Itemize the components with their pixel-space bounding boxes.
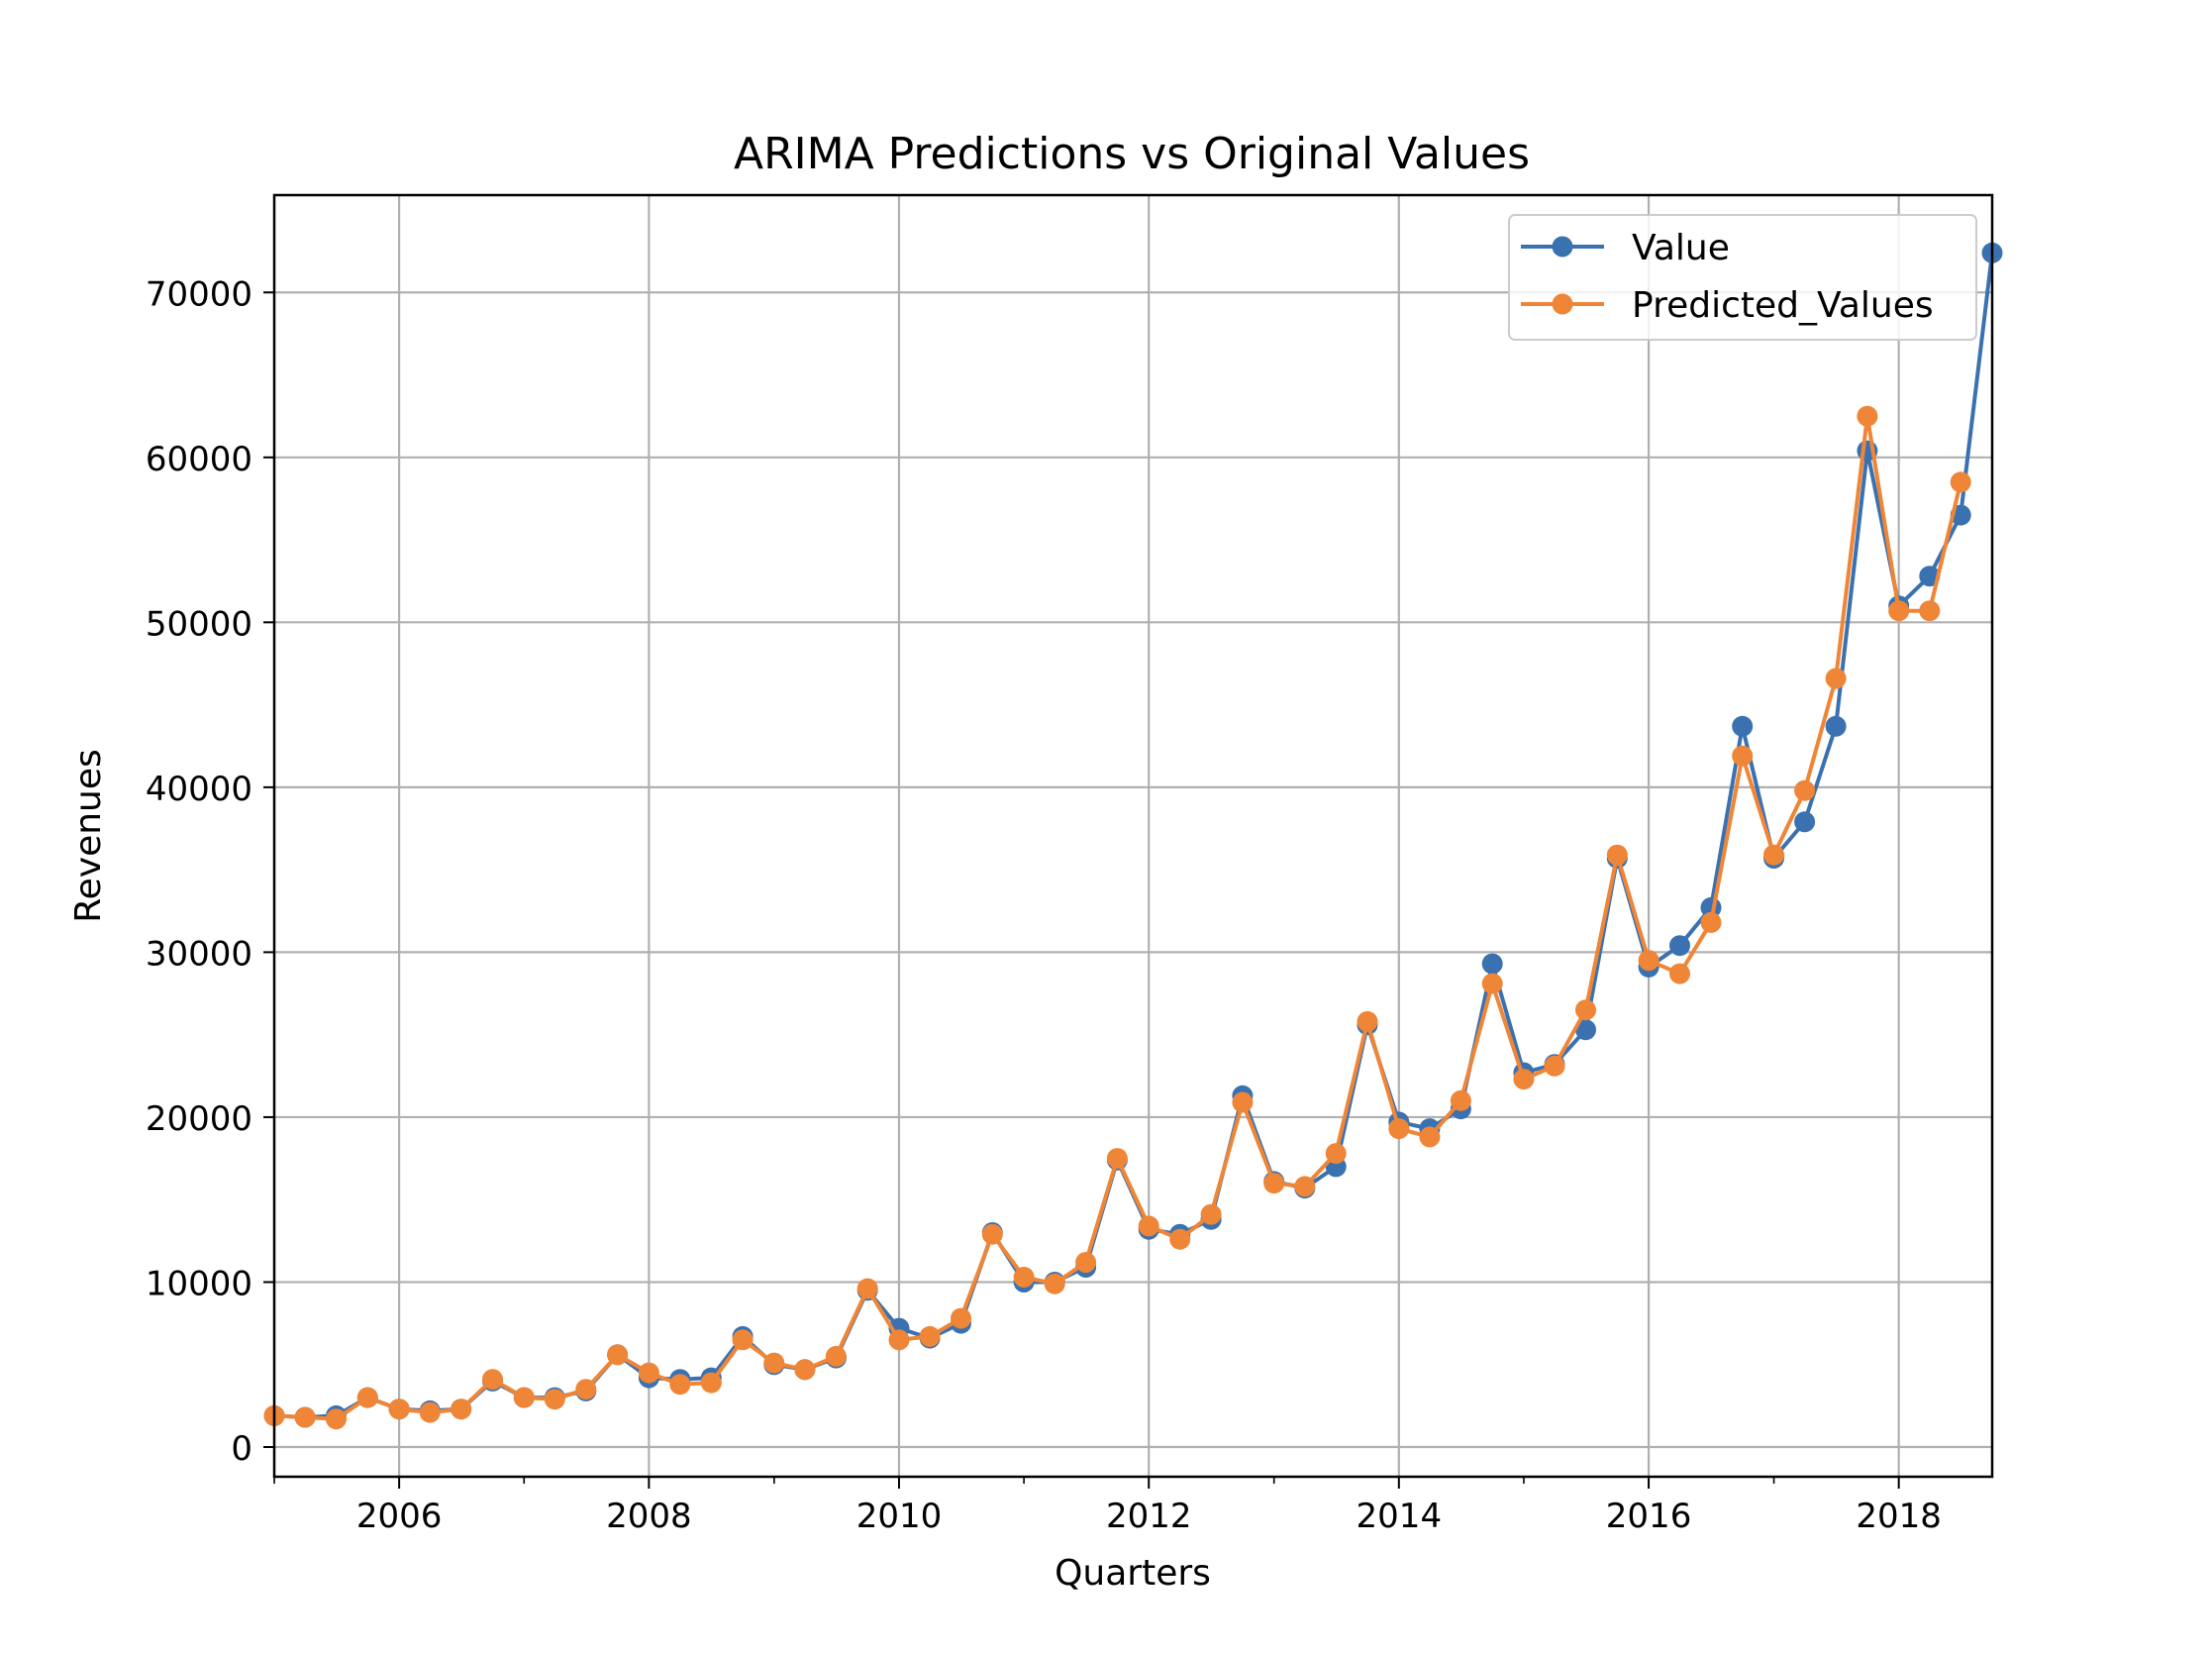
data-point	[669, 1374, 691, 1396]
data-point	[1169, 1228, 1191, 1250]
data-point	[1638, 950, 1659, 972]
data-point	[825, 1345, 847, 1367]
data-point	[1044, 1273, 1065, 1294]
data-point	[1263, 1173, 1285, 1194]
data-point	[856, 1278, 878, 1299]
y-tick-label: 30000	[146, 934, 252, 974]
data-point	[1106, 1148, 1128, 1170]
data-point	[981, 1223, 1003, 1245]
series-layer	[263, 242, 2003, 1430]
data-point	[356, 1387, 378, 1408]
data-point	[1513, 1069, 1535, 1090]
data-point	[732, 1329, 754, 1351]
data-point	[1294, 1176, 1316, 1197]
data-point	[1232, 1091, 1254, 1113]
data-point	[1732, 745, 1754, 767]
data-point	[1763, 844, 1784, 866]
data-point	[1700, 911, 1722, 933]
data-point	[1575, 999, 1596, 1021]
data-point	[513, 1387, 535, 1408]
y-tick-label: 50000	[146, 604, 252, 644]
x-tick-label: 2010	[856, 1497, 943, 1536]
legend-swatch-marker	[1552, 236, 1573, 258]
data-point	[575, 1379, 597, 1400]
data-point	[919, 1325, 941, 1347]
data-point	[1481, 953, 1503, 975]
legend-label: Value	[1632, 228, 1730, 268]
data-point	[1544, 1055, 1565, 1077]
legend-swatch-marker	[1552, 293, 1573, 315]
data-point	[1013, 1267, 1035, 1288]
x-axis-label: Quarters	[1055, 1553, 1211, 1594]
data-point	[1669, 963, 1690, 984]
data-point	[451, 1398, 472, 1420]
data-point	[1138, 1215, 1159, 1237]
data-point	[1450, 1089, 1471, 1111]
x-tick-label: 2006	[356, 1497, 443, 1536]
legend: Value Predicted_Values	[1508, 214, 1977, 341]
chart-title: ARIMA Predictions vs Original Values	[734, 129, 1530, 179]
x-tick-label: 2008	[606, 1497, 692, 1536]
data-point	[794, 1359, 816, 1381]
data-point	[544, 1389, 565, 1410]
y-tick-label: 0	[231, 1429, 252, 1469]
data-point	[1825, 668, 1847, 689]
data-point	[1388, 1118, 1410, 1140]
y-tick-label: 60000	[146, 440, 252, 479]
x-tick-label: 2016	[1606, 1497, 1692, 1536]
data-point	[1325, 1143, 1347, 1165]
data-point	[1888, 600, 1910, 622]
data-point	[482, 1369, 503, 1391]
y-tick-label: 10000	[146, 1264, 252, 1303]
y-axis-label: Revenues	[68, 749, 109, 923]
y-tick-label: 70000	[146, 274, 252, 314]
data-point	[607, 1344, 629, 1366]
data-point	[1200, 1203, 1222, 1225]
data-point	[888, 1329, 910, 1351]
legend-box	[1508, 214, 1977, 341]
y-tick-label: 20000	[146, 1099, 252, 1139]
data-point	[1794, 811, 1816, 833]
data-point	[1857, 405, 1878, 427]
data-point	[1669, 935, 1690, 957]
data-point	[294, 1406, 316, 1428]
x-tick-label: 2018	[1856, 1497, 1942, 1536]
data-point	[1825, 715, 1847, 737]
data-point	[1732, 715, 1754, 737]
data-point	[638, 1362, 659, 1384]
data-point	[951, 1307, 971, 1329]
data-point	[419, 1401, 441, 1423]
x-tick-label: 2012	[1106, 1497, 1192, 1536]
legend-label: Predicted_Values	[1632, 285, 1934, 326]
data-point	[1419, 1126, 1441, 1148]
data-point	[326, 1408, 347, 1430]
data-point	[1481, 973, 1503, 994]
grid	[274, 195, 1992, 1477]
plot-frame	[272, 193, 1994, 1479]
data-point	[1919, 600, 1941, 622]
data-point	[763, 1352, 785, 1374]
data-point	[1794, 779, 1816, 801]
data-point	[1575, 1019, 1596, 1041]
data-point	[1950, 471, 1971, 493]
data-point	[1606, 844, 1628, 866]
data-point	[1357, 1010, 1378, 1032]
x-tick-label: 2014	[1357, 1497, 1443, 1536]
data-point	[700, 1372, 722, 1394]
data-point	[388, 1398, 410, 1420]
data-point	[1075, 1252, 1097, 1273]
y-tick-label: 40000	[146, 770, 252, 809]
axes: 0 10000 20000 30000 40000 50000 60000 70000 2006…	[146, 274, 1942, 1536]
